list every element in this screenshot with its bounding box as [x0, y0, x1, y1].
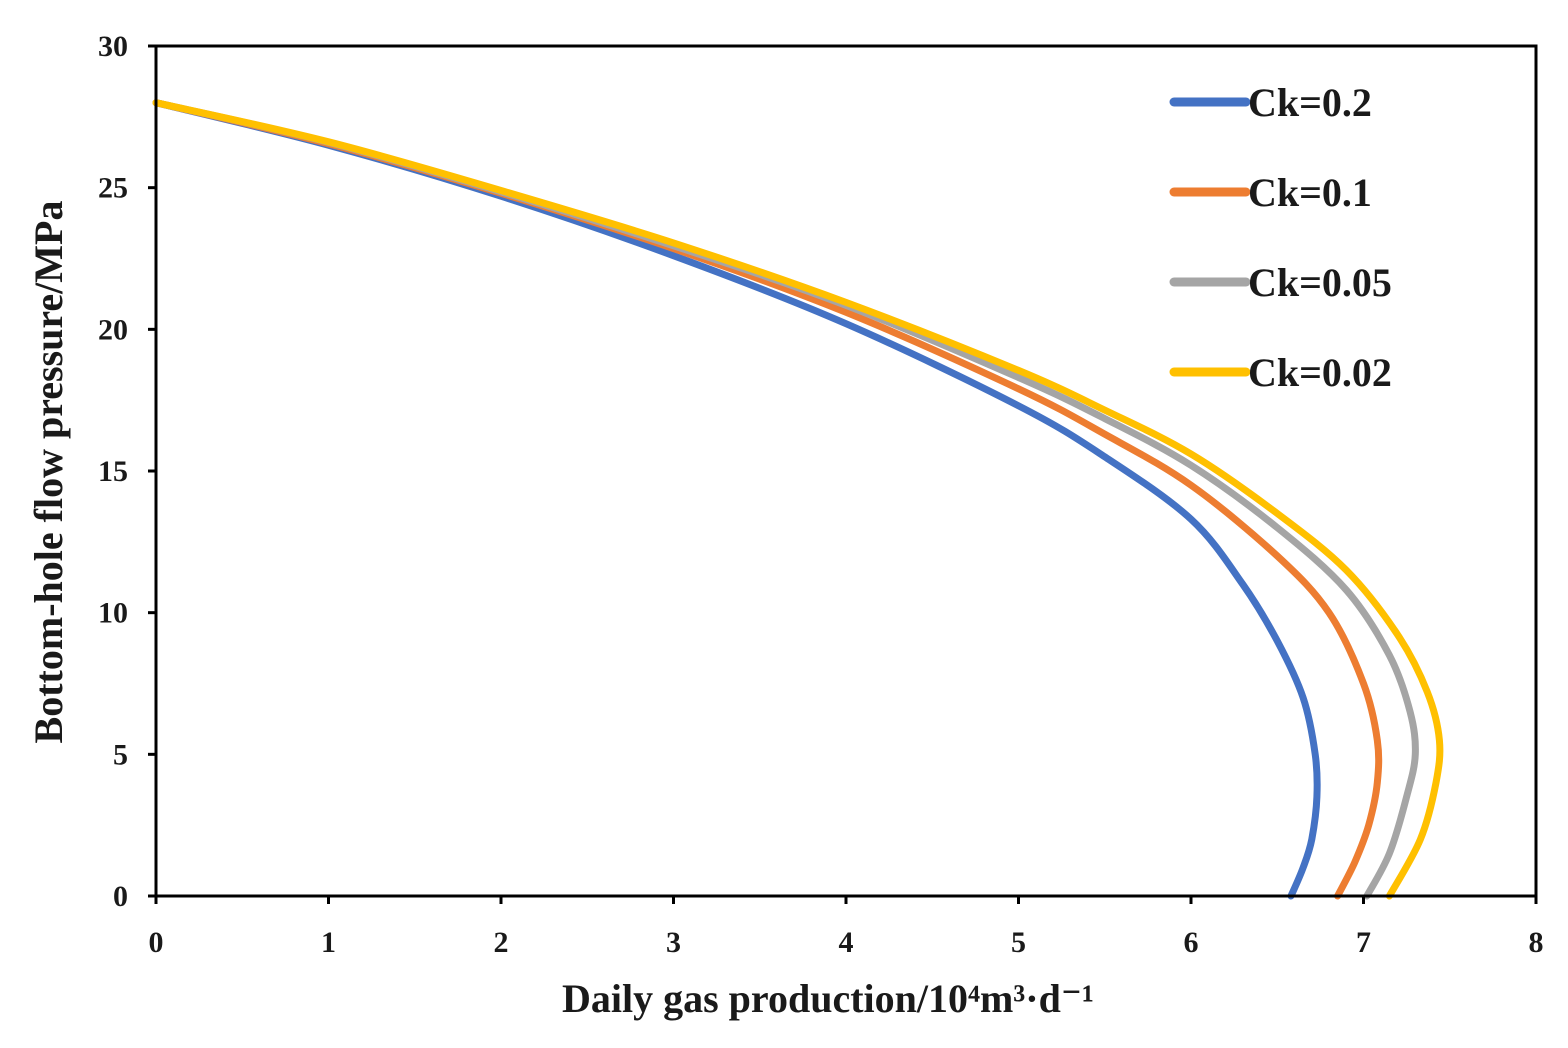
y-tick-label: 20 — [98, 313, 128, 346]
y-axis-title: Bottom-hole flow pressure/MPa — [26, 201, 71, 744]
y-tick-label: 0 — [113, 880, 128, 913]
x-tick-label: 0 — [149, 926, 164, 959]
y-tick-label: 25 — [98, 172, 128, 205]
legend-label: Ck=0.02 — [1248, 350, 1392, 395]
series-line-1 — [152, 99, 1321, 900]
plot-content — [152, 99, 1444, 900]
x-axis-title: Daily gas production/10⁴m³·d⁻¹ — [562, 976, 1094, 1021]
x-tick-label: 4 — [839, 926, 854, 959]
y-tick-label: 15 — [98, 455, 128, 488]
x-tick-label: 8 — [1529, 926, 1544, 959]
legend-label: Ck=0.2 — [1248, 80, 1372, 125]
legend-label: Ck=0.1 — [1248, 170, 1372, 215]
series-line-4 — [152, 99, 1444, 900]
y-tick-label: 5 — [113, 738, 128, 771]
series-line-2 — [152, 99, 1383, 900]
x-axis: 0 1 2 3 4 5 6 7 8 — [149, 896, 1544, 959]
x-tick-label: 1 — [321, 926, 336, 959]
series-line-3 — [152, 99, 1419, 900]
y-tick-label: 30 — [98, 30, 128, 63]
x-tick-label: 6 — [1184, 926, 1199, 959]
x-tick-label: 3 — [666, 926, 681, 959]
legend-label: Ck=0.05 — [1248, 260, 1392, 305]
legend: Ck=0.2 Ck=0.1 Ck=0.05 Ck=0.02 — [1169, 80, 1392, 395]
x-tick-label: 7 — [1356, 926, 1371, 959]
x-tick-label: 2 — [494, 926, 509, 959]
x-tick-label: 5 — [1011, 926, 1026, 959]
y-axis: 0 5 10 15 20 25 30 — [98, 30, 156, 913]
y-tick-label: 10 — [98, 597, 128, 630]
